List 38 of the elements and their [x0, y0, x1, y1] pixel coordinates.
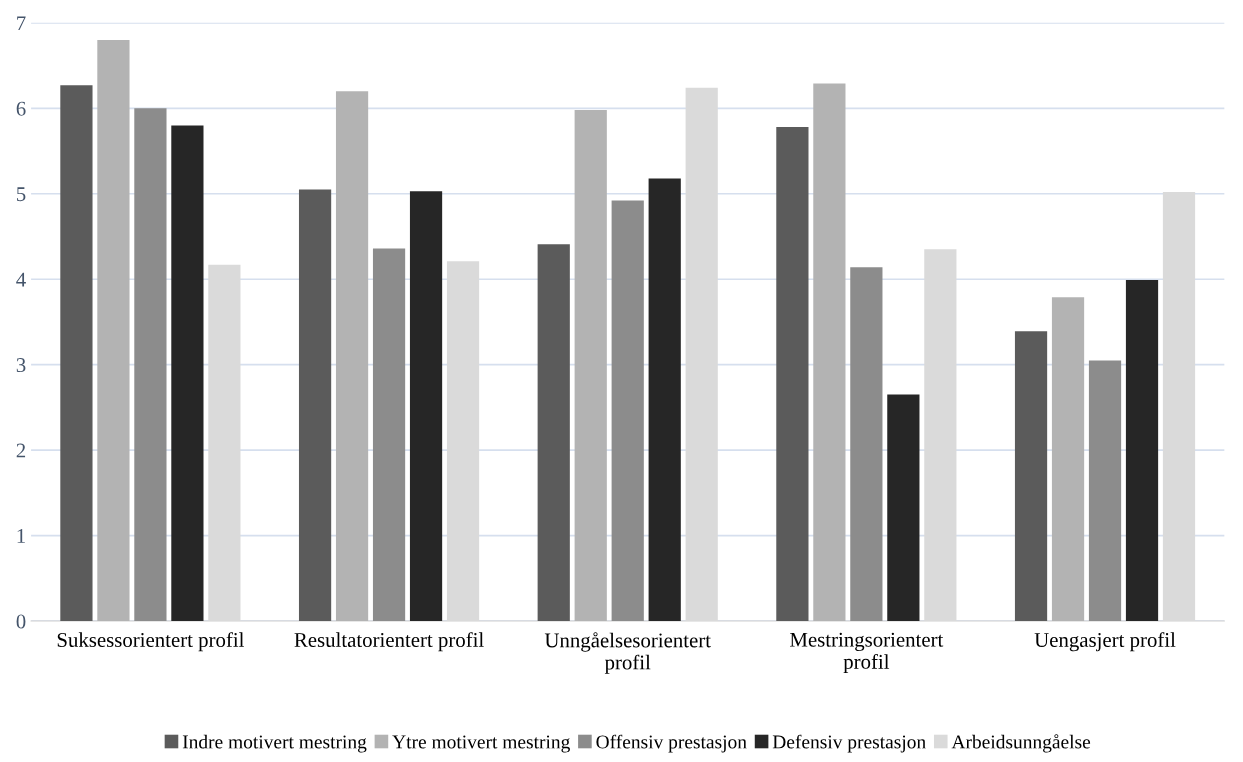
legend-label: Arbeidsunngåelse: [951, 734, 1091, 753]
bar: [1051, 297, 1085, 622]
bar: [134, 108, 167, 622]
bar: [648, 178, 681, 622]
bar: [537, 244, 570, 622]
legend-label: Indre motivert mestring: [182, 734, 367, 753]
y-tick-label: 4: [16, 272, 26, 287]
y-tick-label: 1: [17, 529, 25, 543]
bar: [298, 189, 332, 622]
y-tick-label: 0: [16, 614, 26, 629]
legend-label: Defensiv prestasjon: [772, 734, 926, 753]
x-tick-label: Suksessorientert profil: [57, 632, 245, 652]
bar: [1125, 280, 1159, 622]
bar: [372, 248, 406, 622]
y-tick-label: 2: [16, 443, 26, 458]
bar: [1088, 360, 1122, 622]
bar: [171, 125, 204, 622]
bar: [1014, 331, 1048, 622]
bar: [887, 394, 920, 622]
bar: [611, 200, 644, 622]
x-tick-label: Resultatorientert profil: [294, 632, 484, 652]
bar: [850, 267, 883, 622]
legend-label: Offensiv prestasjon: [596, 734, 747, 753]
bar: [97, 39, 130, 622]
bar: [776, 127, 809, 622]
y-tick-label: 3: [16, 358, 26, 373]
bar: [409, 191, 443, 622]
bar: [335, 91, 369, 622]
y-tick-label: 6: [16, 101, 26, 116]
bar: [574, 110, 607, 622]
y-tick-label: 7: [17, 16, 26, 31]
bar: [60, 85, 93, 622]
y-tick-label: 5: [17, 187, 26, 202]
x-tick-label: Mestringsorientert profil: [790, 632, 944, 674]
x-tick-label: Uengasjert profil: [1034, 632, 1176, 652]
legend-label: Ytre motivert mestring: [392, 735, 570, 753]
bar: [813, 83, 846, 622]
x-tick-label: Unngåelsesorientert profil: [544, 632, 711, 674]
